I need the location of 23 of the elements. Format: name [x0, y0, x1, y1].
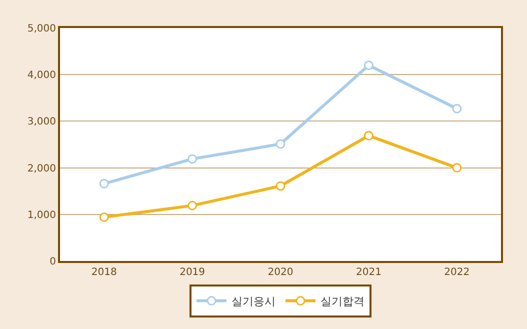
legend-label: 실기응시 [232, 295, 276, 308]
y-tick-label: 4,000 [27, 70, 56, 82]
x-tick-label: 2019 [180, 267, 206, 278]
y-tick-label: 5,000 [27, 24, 56, 34]
y-tick-label: 0 [50, 256, 56, 268]
x-tick-label: 2021 [356, 267, 382, 278]
point [364, 60, 374, 70]
y-tick-label: 1,000 [27, 210, 56, 221]
x-tick-label: 2020 [268, 267, 294, 278]
x-tick-label: 2018 [91, 267, 117, 278]
y-tick-label: 3,000 [27, 116, 56, 128]
point [452, 163, 462, 173]
point [188, 200, 198, 210]
point [99, 212, 109, 222]
x-tick-label: 2022 [444, 267, 470, 278]
point [276, 139, 286, 149]
legend-label: 실기합격 [320, 295, 364, 308]
point [364, 130, 374, 140]
point [99, 178, 109, 188]
point [276, 181, 286, 191]
y-tick-label: 2,000 [27, 163, 56, 174]
point [452, 104, 462, 114]
point [188, 154, 198, 164]
